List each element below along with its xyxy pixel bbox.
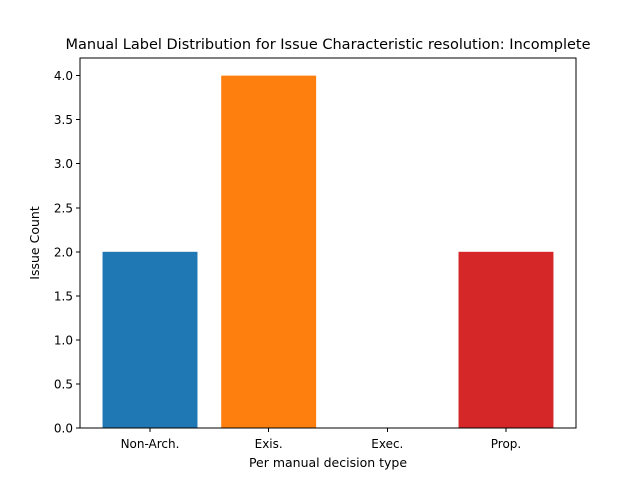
- y-tick-label: 2.5: [54, 201, 73, 215]
- y-axis-ticks: 0.0 0.5 1.0 1.5 2.0 2.5 3.0 3.5 4.0: [54, 69, 80, 436]
- chart-title: Manual Label Distribution for Issue Char…: [65, 37, 590, 53]
- y-tick-label: 1.5: [54, 289, 73, 303]
- y-tick-label: 2.0: [54, 245, 73, 259]
- bar-exis: [221, 75, 317, 428]
- x-tick-label: Prop.: [491, 437, 521, 451]
- y-tick-label: 3.5: [54, 113, 73, 127]
- x-tick-label: Exec.: [371, 437, 403, 451]
- plot-frame: [79, 57, 577, 429]
- y-tick-label: 0.0: [54, 422, 73, 436]
- y-tick-label: 3.0: [54, 157, 73, 171]
- y-tick-label: 1.0: [54, 333, 73, 347]
- y-axis-label: Issue Count: [27, 206, 42, 280]
- x-tick-label: Exis.: [255, 437, 283, 451]
- x-axis-ticks: Non-Arch. Exis. Exec. Prop.: [121, 428, 521, 451]
- y-tick-label: 0.5: [54, 377, 73, 391]
- bars-group: [102, 75, 554, 428]
- bar-prop: [458, 251, 554, 428]
- bar-non-arch: [102, 251, 198, 428]
- x-tick-label: Non-Arch.: [121, 437, 180, 451]
- x-axis-label: Per manual decision type: [249, 455, 407, 470]
- y-tick-label: 4.0: [54, 69, 73, 83]
